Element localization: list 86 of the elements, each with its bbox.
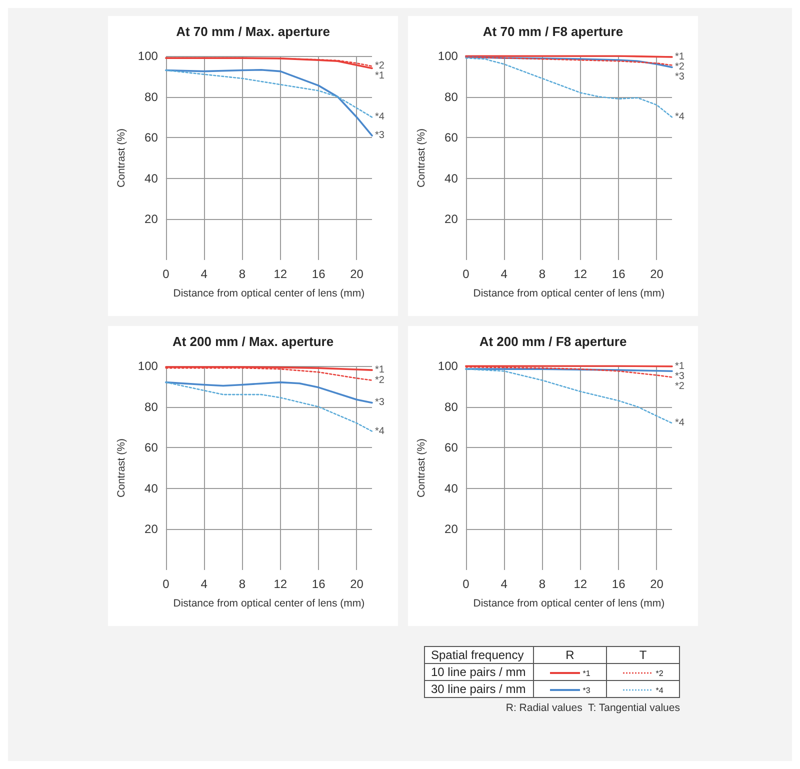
y-tick-label: 60 [444,440,458,455]
series-label: *4 [375,112,385,123]
series-label: *3 [375,130,385,142]
category-label: 10 line pairs / mm [431,665,526,679]
category-label: R [534,646,606,664]
x-tick-label: 20 [650,577,664,591]
x-tick-label: 8 [538,577,546,591]
y-tick-label: 80 [144,90,158,104]
y-tick-label: 100 [138,359,158,373]
series-label: *1 [375,70,385,82]
series-label: *1 [375,364,385,376]
series-label: *3 [675,370,685,382]
text: *1 [582,669,590,678]
y-tick-label: 20 [144,212,158,226]
x-tick-label: 12 [574,577,588,591]
y-tick-label: 40 [444,171,458,186]
series-label: *3 [375,397,385,408]
y-tick-label: 80 [444,90,458,104]
x-tick-label: 20 [350,267,364,281]
line-series [165,70,373,118]
y-tick-label: 20 [144,522,158,536]
x-tick-label: 0 [462,267,470,281]
series-label: *1 [675,360,685,372]
x-tick-label: 4 [500,577,508,591]
x-tick-label: 16 [612,267,626,281]
x-axis-title: Distance from optical center of lens (mm) [173,598,365,610]
x-axis-title: Distance from optical center of lens (mm) [173,288,365,300]
y-tick-label: 40 [144,481,158,496]
x-tick-label: 16 [312,577,326,591]
x-tick-label: 20 [350,577,364,591]
series-label: *2 [675,380,685,392]
series-label: *4 [675,418,685,429]
y-tick-label: 60 [144,440,158,455]
y-tick-label: 40 [444,481,458,496]
x-tick-label: 16 [312,267,326,281]
x-tick-label: 8 [238,267,246,281]
x-axis-title: Distance from optical center of lens (mm) [473,288,665,300]
series-label: *2 [675,62,685,73]
x-tick-label: 8 [238,577,246,591]
x-tick-label: 20 [650,267,664,281]
y-tick-label: 100 [138,49,158,63]
y-tick-label: 80 [444,400,458,414]
y-tick-label: 60 [444,130,458,145]
category-label: T [606,646,680,664]
line-series [165,68,373,136]
x-tick-label: 12 [274,267,288,281]
y-axis-title: Contrast (%) [116,438,128,498]
x-tick-label: 16 [612,577,626,591]
series-label: *4 [675,112,685,123]
y-axis-title: Contrast (%) [116,128,128,188]
x-axis-title: Distance from optical center of lens (mm) [473,598,665,610]
y-tick-label: 20 [444,212,458,226]
text: R: Radial values T: Tangential values [506,702,680,714]
series-label: *3 [675,72,685,83]
x-tick-label: 0 [162,267,170,281]
y-axis-title: Contrast (%) [416,128,428,188]
chart-title: At 70 mm / F8 aperture [482,24,624,39]
x-tick-label: 4 [200,267,208,281]
x-tick-label: 4 [500,267,508,281]
y-tick-label: 80 [144,400,158,414]
x-tick-label: 12 [274,577,288,591]
x-tick-label: 0 [162,577,170,591]
y-tick-label: 40 [144,171,158,186]
series-label: *4 [375,426,385,437]
line-series [165,382,373,432]
chart-title: At 70 mm / Max. aperture [176,24,330,39]
y-tick-label: 100 [438,49,458,63]
category-label: 30 line pairs / mm [431,682,526,696]
series-label: *1 [675,52,685,63]
y-tick-label: 100 [438,359,458,373]
y-axis-title: Contrast (%) [416,438,428,498]
x-tick-label: 4 [200,577,208,591]
x-tick-label: 0 [462,577,470,591]
series-label: *2 [375,60,385,72]
legend-title: Spatial frequency [424,646,534,664]
x-tick-label: 8 [538,267,546,281]
text: *3 [582,686,590,695]
y-tick-label: 60 [144,130,158,145]
x-tick-label: 12 [574,267,588,281]
series-label: *2 [375,374,385,386]
text: *4 [656,686,664,695]
chart-title: At 200 mm / Max. aperture [172,334,334,349]
line-series [165,381,373,404]
y-tick-label: 20 [444,522,458,536]
chart-title: At 200 mm / F8 aperture [479,334,627,349]
text: *2 [656,669,664,678]
